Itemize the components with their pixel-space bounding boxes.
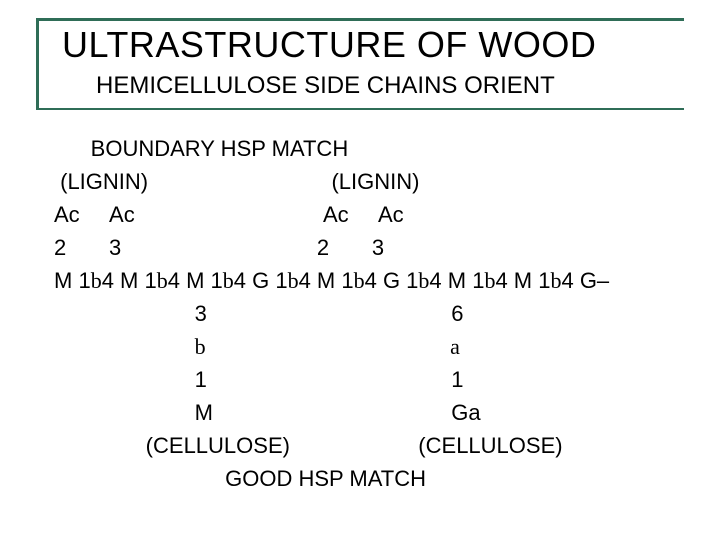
accent-bottom-rule	[36, 108, 684, 110]
line-9: M Ga	[54, 400, 481, 425]
page-title: ULTRASTRUCTURE OF WOOD	[62, 24, 682, 66]
line-11: GOOD HSP MATCH	[54, 466, 426, 491]
line-10: (CELLULOSE) (CELLULOSE)	[54, 433, 563, 458]
body-text: BOUNDARY HSP MATCH (LIGNIN) (LIGNIN) Ac …	[54, 132, 674, 495]
line-2: (LIGNIN) (LIGNIN)	[54, 169, 419, 194]
line-3: Ac Ac Ac Ac	[54, 202, 404, 227]
line-8: 1 1	[54, 367, 464, 392]
accent-left-rule	[36, 18, 39, 110]
line-7: b a	[54, 334, 460, 359]
line-6: 3 6	[54, 301, 464, 326]
line-1: BOUNDARY HSP MATCH	[54, 136, 348, 161]
page-subtitle: HEMICELLULOSE SIDE CHAINS ORIENT	[96, 72, 656, 100]
line-5: M 1b4 M 1b4 M 1b4 G 1b4 M 1b4 G 1b4 M 1b…	[54, 268, 609, 293]
accent-top-rule	[36, 18, 684, 21]
line-4: 2 3 2 3	[54, 235, 384, 260]
